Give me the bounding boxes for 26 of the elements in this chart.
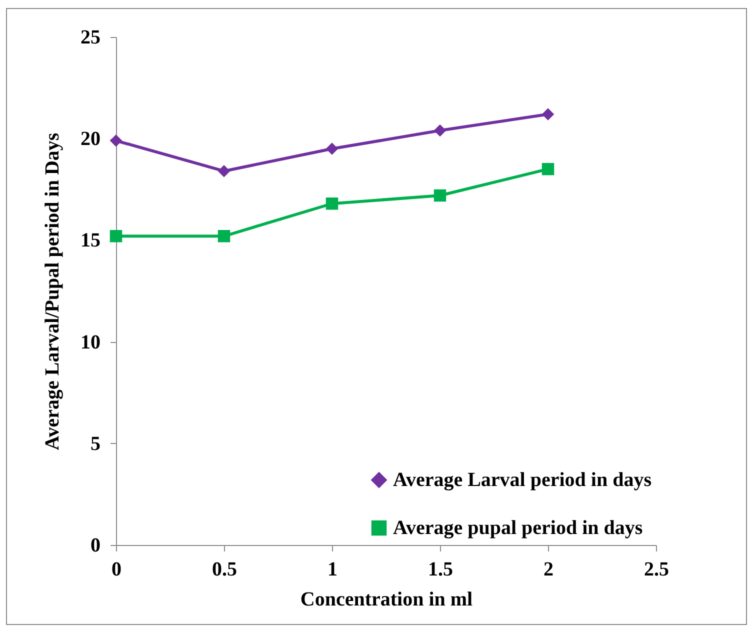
- point: [326, 142, 338, 155]
- point: [542, 108, 554, 120]
- point: [434, 124, 446, 137]
- y-axis-title: Average Larval/Pupal period in Days: [42, 132, 64, 450]
- x-tick-label: 2: [544, 558, 554, 580]
- y-tick-label: 5: [90, 432, 100, 455]
- y-tick-label: 25: [80, 26, 100, 48]
- y-tick-label: 20: [80, 128, 100, 150]
- x-tick-label: 2.5: [644, 558, 669, 580]
- legend-label: Average Larval period in days: [393, 469, 652, 491]
- x-tick-label: 1.5: [428, 558, 453, 580]
- x-axis-title: Concentration in ml: [300, 588, 474, 610]
- point: [218, 230, 230, 242]
- point: [326, 198, 338, 210]
- y-tick-label: 10: [80, 331, 100, 354]
- x-tick-label: 0: [112, 558, 122, 580]
- x-tick-label: 0.5: [212, 558, 237, 580]
- y-tick-label: 0: [90, 534, 100, 556]
- point: [218, 164, 230, 178]
- point: [434, 189, 446, 202]
- x-tick-label: 1: [328, 558, 338, 580]
- legend-label: Average pupal period in days: [393, 517, 643, 539]
- point: [110, 134, 122, 147]
- point: [542, 162, 554, 176]
- point: [110, 230, 122, 242]
- y-tick-label: 15: [80, 230, 100, 252]
